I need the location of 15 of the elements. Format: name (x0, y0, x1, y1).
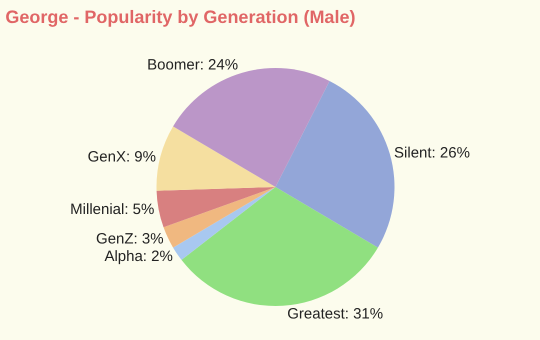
pie-slice (156, 126, 276, 191)
slice-label: Alpha: 2% (104, 248, 173, 266)
slice-label: Silent: 26% (394, 144, 470, 162)
slice-label: Boomer: 24% (147, 56, 238, 74)
pie-slice (173, 187, 276, 260)
pie-slice (181, 187, 378, 306)
slice-label: GenX: 9% (88, 148, 156, 166)
pie-slice (173, 68, 330, 187)
slice-label: Millenial: 5% (70, 201, 154, 218)
slice-label: Greatest: 31% (287, 306, 384, 323)
pie-slice (164, 187, 276, 248)
slice-label: GenZ: 3% (96, 230, 164, 248)
chart-title: George - Popularity by Generation (Male) (5, 6, 356, 27)
pie-slice (276, 80, 394, 248)
pie-slice (156, 187, 276, 228)
